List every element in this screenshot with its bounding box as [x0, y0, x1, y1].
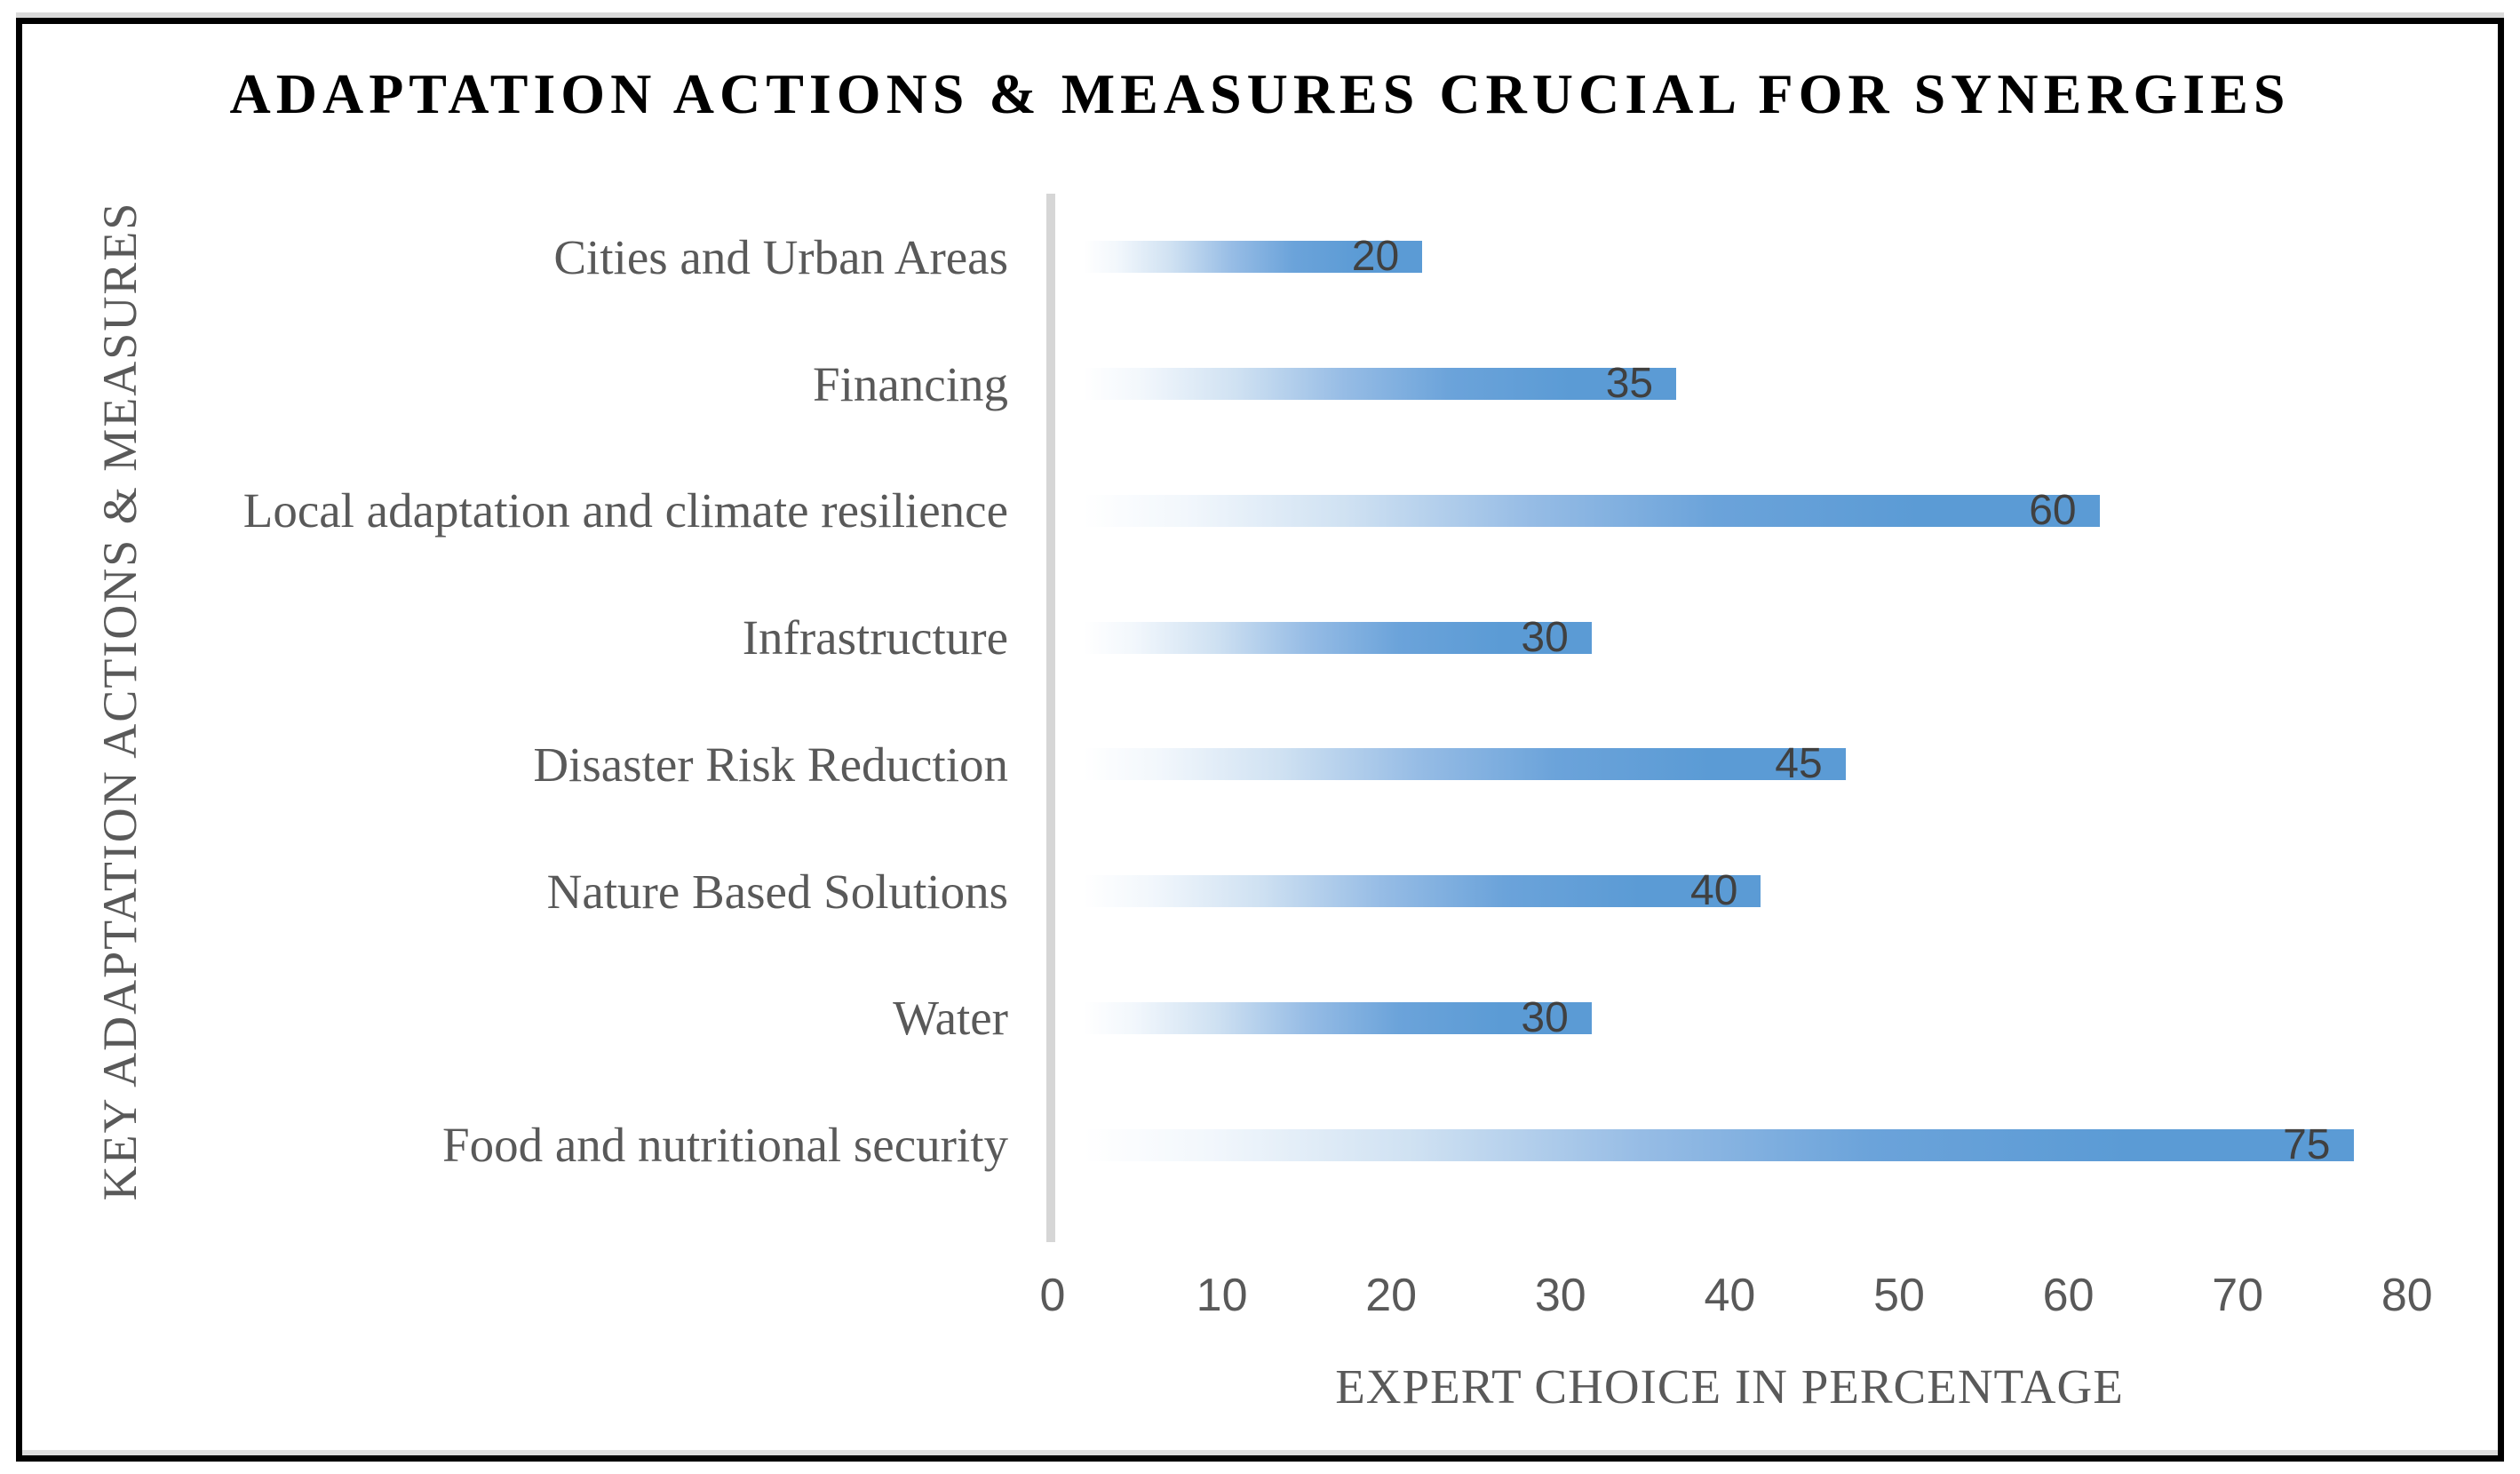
category-label: Food and nutritional security [442, 1118, 1008, 1173]
category-label: Water [893, 991, 1008, 1046]
chart-area: ADAPTATION ACTIONS & MEASURES CRUCIAL FO… [22, 24, 2498, 1455]
x-tick-label: 70 [2212, 1270, 2264, 1321]
category-label: Infrastructure [742, 610, 1008, 665]
chart-title: ADAPTATION ACTIONS & MEASURES CRUCIAL FO… [229, 62, 2291, 125]
x-axis-ticks: 0 10 20 30 40 50 60 70 80 [22, 1272, 2498, 1326]
bar: 60 [1084, 489, 2100, 531]
bar-value-label: 40 [1690, 867, 1738, 915]
category-label: Cities and Urban Areas [553, 229, 1008, 284]
bar: 45 [1084, 743, 1846, 785]
x-tick-label: 80 [2381, 1270, 2433, 1321]
x-tick-label: 20 [1365, 1270, 1418, 1321]
category-label: Local adaptation and climate resilience [242, 483, 1008, 538]
bar: 30 [1084, 996, 1592, 1039]
bar-row: Nature Based Solutions 40 [22, 828, 2498, 955]
x-tick-label: 40 [1704, 1270, 1756, 1321]
x-tick-label: 30 [1534, 1270, 1586, 1321]
bar-row: Local adaptation and climate resilience 6… [22, 448, 2498, 575]
category-label: Nature Based Solutions [546, 864, 1008, 919]
bar-value-label: 75 [2283, 1120, 2331, 1168]
bar-row: Financing 35 [22, 321, 2498, 448]
category-label: Disaster Risk Reduction [533, 737, 1008, 792]
x-tick-label: 10 [1196, 1270, 1248, 1321]
bar: 75 [1084, 1123, 2354, 1166]
bar-value-label: 20 [1351, 233, 1400, 281]
bar-row: Food and nutritional security 75 [22, 1081, 2498, 1208]
bar-value-label: 45 [1775, 740, 1823, 788]
x-tick-label: 0 [1039, 1270, 1066, 1321]
bar-value-label: 30 [1521, 993, 1569, 1041]
bars-container: Cities and Urban Areas 20 Financing 35 Local… [22, 194, 2498, 1208]
bar: 40 [1084, 870, 1761, 912]
bar-row: Disaster Risk Reduction 45 [22, 701, 2498, 828]
bar: 20 [1084, 235, 1423, 278]
bar: 35 [1084, 363, 1677, 405]
x-tick-label: 50 [1873, 1270, 1925, 1321]
bar-row: Cities and Urban Areas 20 [22, 194, 2498, 321]
bar: 30 [1084, 616, 1592, 658]
x-axis-title: EXPERT CHOICE IN PERCENTAGE [1335, 1359, 2124, 1414]
x-tick-label: 60 [2042, 1270, 2095, 1321]
bar-row: Water 30 [22, 955, 2498, 1082]
bar-value-label: 30 [1521, 613, 1569, 661]
category-label: Financing [813, 356, 1008, 411]
bar-value-label: 60 [2029, 486, 2077, 534]
bar-row: Infrastructure 30 [22, 574, 2498, 701]
bar-value-label: 35 [1605, 360, 1654, 408]
y-axis-line [1046, 194, 1055, 1242]
chart-frame: ADAPTATION ACTIONS & MEASURES CRUCIAL FO… [16, 18, 2504, 1462]
